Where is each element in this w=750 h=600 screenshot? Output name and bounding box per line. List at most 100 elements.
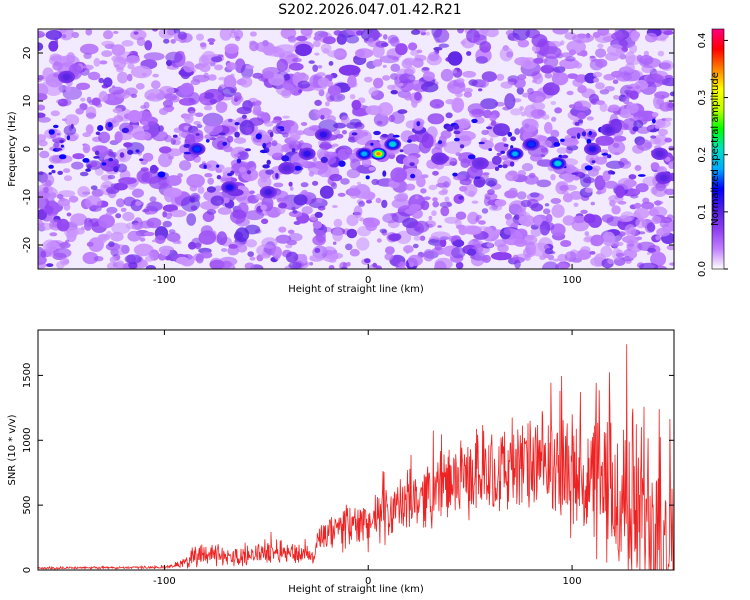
spectrogram-cell [595,135,614,146]
spectrogram-cell [488,148,493,152]
spectrogram-cell [152,239,157,243]
spectrogram-cell [107,122,113,128]
spectrogram-cell [654,29,661,36]
spectrogram-cell [117,71,129,84]
spectrogram-cell [316,197,323,203]
spectrogram-cell [637,174,646,177]
spectrogram-cell [626,102,639,114]
spectrogram-cell [403,245,414,254]
spectrogram-cell [84,221,92,231]
spectrogram-cell [90,161,98,168]
spectrogram-cell [140,105,147,110]
spectrogram-cell [86,96,92,103]
spectrogram-cell [98,214,115,229]
spectrogram-hotspot [264,189,273,196]
spectrogram-cell [399,73,416,84]
spectrogram-cell [550,174,556,181]
spectrogram-cell [599,102,608,112]
spectrogram-cell [528,172,536,179]
spectrogram-cell [660,37,667,42]
spectrogram-cell [110,231,124,242]
spectrogram-cell [313,40,321,48]
snr-background [38,330,674,570]
spectrogram-cell [180,82,195,96]
spectrogram-cell [327,85,341,96]
spectrogram-cell [462,70,477,78]
spectrogram-cell [149,196,157,203]
spectrogram-cell [520,199,532,208]
spectrogram-cell [124,142,132,148]
snr-series-line [38,344,674,570]
spectrogram-cell [320,156,328,163]
spectrogram-cell [439,201,453,208]
spectrogram-cell [82,143,91,154]
spectrogram-cell [457,135,472,147]
spectrogram-cell [478,226,489,231]
spectrogram-cell [259,149,268,154]
spectrogram-cell [315,229,326,243]
spectrogram-cell [475,214,482,220]
spectrogram-cell [380,42,389,47]
spectrogram-cell [601,153,609,156]
spectrogram-cell [352,107,368,117]
spectrogram-cell [223,75,237,90]
spectrogram-cell [308,198,328,209]
spectrogram-cell [286,239,297,246]
spectrogram-cell [381,199,388,209]
spectrogram-cell [164,93,178,101]
spectrogram-cell [350,158,361,171]
spectrogram-cell [202,112,224,127]
spectrogram-cell [569,49,576,56]
spectrogram-cell [407,254,423,266]
spectrogram-cell [38,255,47,265]
spectrogram-cell [356,49,366,58]
spectrogram-cell [216,231,228,246]
spectrogram-cell [639,55,654,65]
spectrogram-cell [581,131,587,137]
spectrogram-cell [45,250,56,257]
spectrogram-cell [332,143,339,147]
spectrogram-cell [502,137,507,142]
spectrogram-cell [236,158,242,164]
spectrogram-cell [502,106,511,111]
spectrogram-cell [601,214,614,223]
spectrogram-cell [86,241,94,247]
spectrogram-cell [467,103,485,115]
spectrogram-cell [317,65,323,69]
spectrogram-cell [430,231,451,241]
spectrogram-cell [404,208,418,215]
spectrogram-cell [510,136,516,142]
spectrogram-cell [518,214,535,227]
spectrogram-cell [283,73,291,81]
spectrogram-cell [292,210,298,214]
spectrogram-cell [373,130,381,136]
spectrogram-x-label: Height of straight line (km) [288,284,424,295]
spectrogram-cell [483,196,492,207]
spectrogram-cell [607,44,625,56]
spectrogram-cell [479,172,489,181]
spectrogram-cell [543,55,559,69]
spectrogram-cell [389,233,401,242]
spectrogram-cell [54,40,59,45]
spectrogram-cell [322,108,333,116]
spectrogram-cell [52,61,63,71]
spectrogram-cell [116,163,128,173]
spectrogram-cell [59,154,67,160]
spectrogram-cell [108,241,115,248]
spectrogram-cell [162,204,178,212]
spectrogram-cell [309,254,324,262]
spectrogram-cell [136,36,146,47]
spectrogram-cell [356,30,364,36]
spectrogram-cell [332,227,343,242]
spectrogram-cell [571,172,579,175]
spectrogram-cell [70,123,74,129]
spectrogram-cell [282,132,289,138]
spectrogram-cell [361,158,372,167]
spectrogram-cell [307,161,329,175]
y-tick-label: 1000 [22,428,33,453]
spectrogram-cell [40,173,55,187]
spectrogram-cell [121,40,134,47]
spectrogram-cell [592,71,603,78]
spectrogram-cell [141,121,149,126]
spectrogram-cell [186,213,197,226]
